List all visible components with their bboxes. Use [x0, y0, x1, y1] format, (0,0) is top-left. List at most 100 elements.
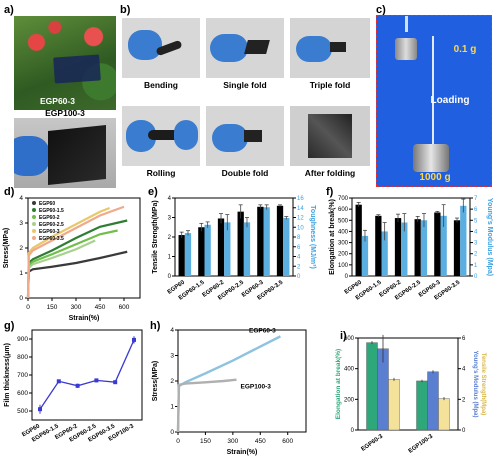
y-tick-label-right: 0: [474, 274, 478, 280]
bar-Young's Modulus: [440, 215, 447, 276]
thickness-line: [39, 339, 135, 410]
bar-Tensile Strength: [217, 218, 225, 276]
y-tick-label-right: 4: [462, 367, 466, 373]
y-axis-label-right: Young's Modulus (Mpa): [486, 198, 493, 276]
y-tick-label-left: 400: [338, 229, 349, 235]
bar-Toughness: [263, 207, 270, 276]
legend-marker: [32, 236, 36, 240]
y-tick-label: 0: [170, 429, 174, 436]
label-big-weight: 1000 g: [419, 172, 451, 183]
y-tick-label-right: 2: [297, 264, 301, 270]
label-egp100-3: EGP100-3: [45, 108, 85, 118]
y-axis-label-right-1: Young's Modulus (Mpa): [472, 351, 478, 418]
y-tick-label-left: 0: [351, 428, 355, 434]
panel-b-letter: b): [120, 4, 131, 16]
data-point: [94, 378, 99, 383]
legend-label: EGP60: [39, 201, 55, 207]
bar-Tensile Strength: [388, 379, 400, 431]
y-tick-label-left: 100: [338, 263, 349, 269]
y-tick-label: 4: [170, 327, 174, 334]
legend-label: EGP60-2.5: [39, 222, 64, 228]
plot-frame: [177, 329, 307, 433]
y-tick-label-right: 10: [297, 225, 304, 231]
chart-f-elongation-modulus: 010020030040050060070001234567EGP60EGP60…: [329, 196, 493, 302]
caption-bending: Bending: [144, 80, 178, 90]
series-line-EGP60-3.5: [26, 205, 125, 299]
x-tick-label: 150: [200, 438, 211, 445]
legend-marker: [32, 229, 36, 233]
bar-Tensile Strength: [276, 205, 284, 276]
dark-film: [48, 124, 106, 186]
bar-Toughness: [204, 224, 211, 276]
x-tick-label: 0: [176, 438, 180, 445]
label-small-weight: 0.1 g: [453, 44, 477, 55]
legend-marker: [32, 222, 36, 226]
bar-Young's Modulus: [361, 235, 369, 276]
y-tick-label-left: 600: [338, 207, 349, 213]
y-tick-label-right: 14: [297, 206, 304, 212]
data-point: [75, 383, 80, 388]
label-egp60-3: EGP60-3: [40, 96, 75, 106]
plot-frame: [174, 197, 294, 277]
y-tick-label-right: 0: [462, 428, 466, 434]
bar-Elongation at break: [355, 204, 362, 276]
series-line-EGP100-3: [176, 378, 237, 433]
series-line-EGP60-3: [26, 206, 111, 299]
bar-Elongation at break: [375, 215, 382, 276]
bar-Tensile Strength: [257, 206, 264, 276]
legend-label: EGP60-2: [39, 215, 60, 221]
y-tick-label-left: 0: [168, 274, 172, 280]
y-tick-label: 0: [19, 295, 23, 302]
chart-d-stress-strain: 0 150 300 450 600 0 1 2 3 4 Strain(%) Stress(MPa) EG…: [3, 195, 141, 322]
chart-h-stress-strain: 0 150 300 450 600 0 1 2 3 4 Strain(%) Stress(MPa) EG…: [152, 327, 307, 456]
y-tick-label-left: 400: [344, 367, 355, 373]
plot-frame: [357, 337, 459, 431]
photo-egp60-3-flowers: [14, 16, 116, 110]
y-tick-label: 2: [19, 245, 23, 252]
y-axis-label: Stress(MPa): [152, 361, 159, 401]
photo-bending: [122, 18, 200, 78]
y-tick-label-left: 2: [168, 235, 172, 241]
panel-g-letter: g): [4, 320, 15, 332]
glove-hand: [14, 136, 50, 176]
y-tick-label-left: 600: [344, 336, 355, 342]
bar-Toughness: [184, 233, 192, 276]
panel-a-letter: a): [4, 4, 14, 16]
y-tick-label: 2: [170, 378, 174, 385]
panel-i-letter: i): [340, 330, 347, 342]
y-tick-label: 1: [19, 270, 23, 277]
x-tick-label: 600: [282, 438, 293, 445]
legend-label: EGP60-3.5: [39, 236, 64, 242]
panel-c-letter: c): [376, 4, 386, 16]
y-tick-label-right: 6: [462, 336, 466, 342]
data-point: [113, 380, 118, 385]
plot-frame: [351, 197, 471, 277]
legend-marker: [32, 201, 36, 205]
y-tick-label-left: 300: [338, 241, 349, 247]
caption-rolling: Rolling: [146, 168, 176, 178]
y-tick-label-right: 6: [474, 207, 478, 213]
y-tick-label-left: 200: [344, 397, 355, 403]
y-tick-label-left: 0: [345, 274, 349, 280]
y-axis-label-right-2: Tensile Strength(Mpa): [480, 353, 486, 416]
legend-label: EGP60-3: [39, 229, 60, 235]
x-tick-label: 600: [119, 304, 130, 311]
x-axis-label: Strain(%): [69, 315, 100, 322]
label-loading: Loading: [430, 95, 470, 106]
bar-Elongation at break: [416, 380, 428, 431]
y-tick-label: 3: [170, 353, 174, 360]
bar-Elongation at break: [394, 218, 402, 276]
y-tick-label: 900: [17, 336, 28, 343]
bar-Young's Modulus: [427, 371, 439, 431]
chart-e-tensile-toughness: 012340246810121416EGP60EGP60-1.5EGP60-2E…: [152, 196, 316, 302]
photo-rolling: [122, 106, 200, 166]
y-tick-label-right: 4: [297, 255, 301, 261]
photo-single-fold: [206, 18, 284, 78]
film-strip: [432, 36, 434, 154]
y-tick-label-right: 3: [474, 241, 478, 247]
bar-Young's Modulus: [420, 220, 428, 276]
x-tick-label: 300: [71, 304, 82, 311]
y-tick-label: 600: [17, 390, 28, 397]
x-tick-label: 150: [47, 304, 58, 311]
